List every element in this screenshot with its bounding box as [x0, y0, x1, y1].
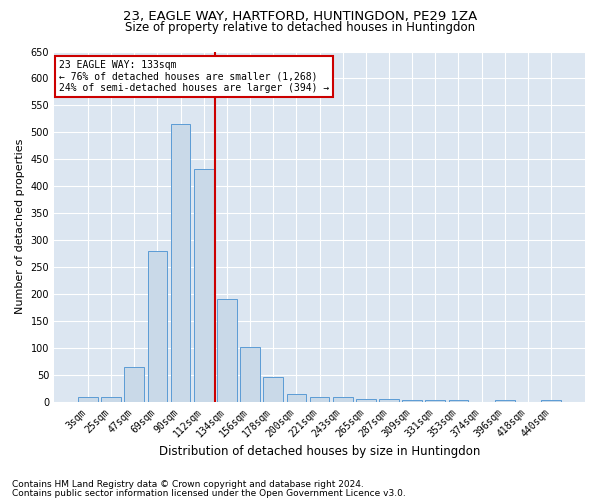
- Y-axis label: Number of detached properties: Number of detached properties: [15, 139, 25, 314]
- Text: Contains public sector information licensed under the Open Government Licence v3: Contains public sector information licen…: [12, 488, 406, 498]
- Bar: [148, 251, 167, 402]
- Bar: [541, 400, 561, 402]
- Bar: [171, 124, 190, 402]
- Text: Contains HM Land Registry data © Crown copyright and database right 2024.: Contains HM Land Registry data © Crown c…: [12, 480, 364, 489]
- Bar: [449, 400, 468, 402]
- Text: Size of property relative to detached houses in Huntingdon: Size of property relative to detached ho…: [125, 21, 475, 34]
- Bar: [310, 396, 329, 402]
- Bar: [101, 396, 121, 402]
- Bar: [240, 347, 260, 402]
- Bar: [402, 400, 422, 402]
- Bar: [356, 400, 376, 402]
- Bar: [78, 396, 98, 402]
- X-axis label: Distribution of detached houses by size in Huntingdon: Distribution of detached houses by size …: [159, 444, 480, 458]
- Bar: [263, 378, 283, 402]
- Bar: [217, 298, 237, 402]
- Bar: [495, 400, 515, 402]
- Bar: [287, 394, 306, 402]
- Bar: [333, 396, 353, 402]
- Bar: [425, 400, 445, 402]
- Text: 23 EAGLE WAY: 133sqm
← 76% of detached houses are smaller (1,268)
24% of semi-de: 23 EAGLE WAY: 133sqm ← 76% of detached h…: [59, 60, 329, 94]
- Text: 23, EAGLE WAY, HARTFORD, HUNTINGDON, PE29 1ZA: 23, EAGLE WAY, HARTFORD, HUNTINGDON, PE2…: [123, 10, 477, 23]
- Bar: [194, 168, 214, 402]
- Bar: [379, 400, 399, 402]
- Bar: [124, 367, 144, 402]
